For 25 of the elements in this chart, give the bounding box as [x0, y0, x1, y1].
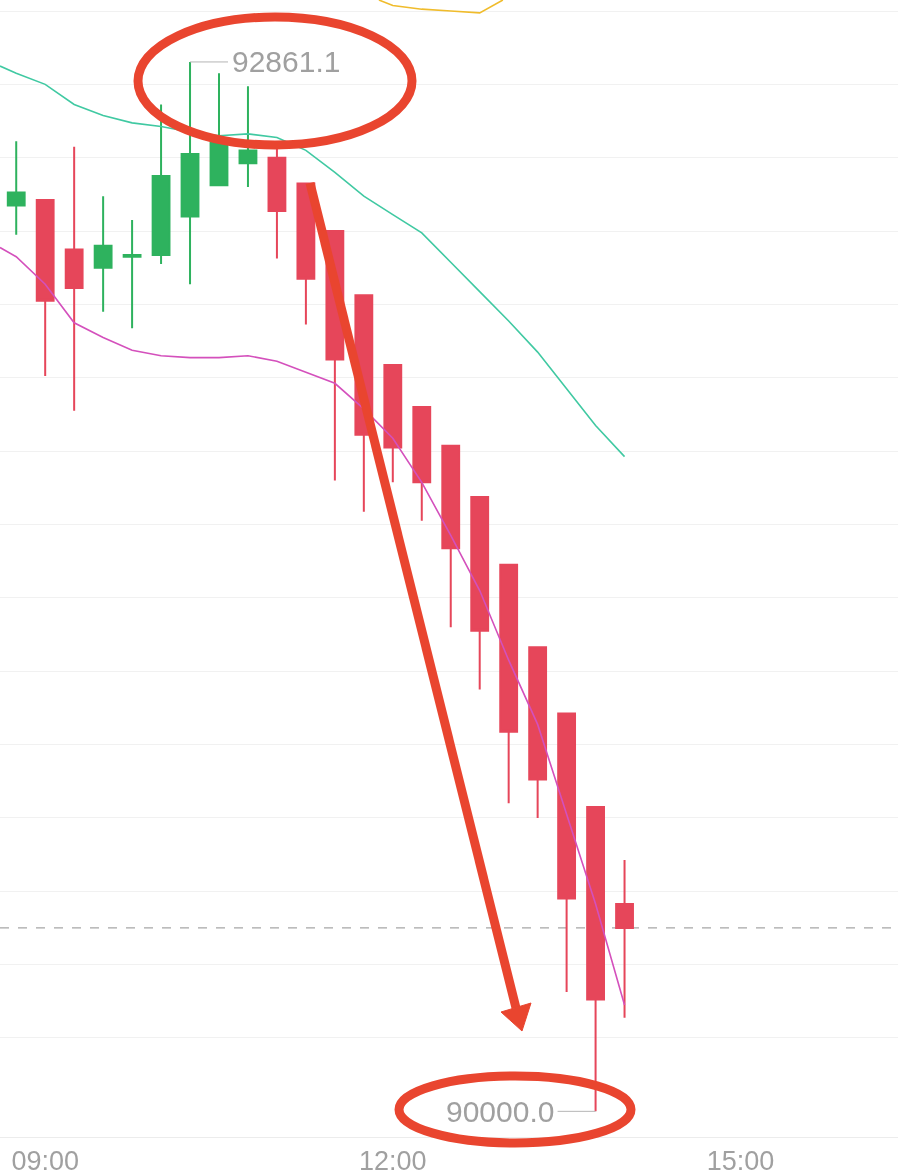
candlestick — [267, 147, 287, 260]
candlestick — [441, 444, 461, 629]
x-tick-label: 12:00 — [359, 1146, 427, 1172]
annotation: 90000.0 — [446, 1095, 555, 1128]
x-tick-label: 15:00 — [706, 1146, 775, 1172]
candlestick — [615, 859, 634, 1019]
candlestick — [238, 85, 258, 189]
candlestick — [35, 198, 55, 377]
x-tick-label: 09:00 — [11, 1146, 79, 1172]
candlestick — [151, 103, 171, 266]
candlestick — [499, 563, 519, 805]
candlestick — [528, 646, 548, 819]
candlestick — [412, 406, 432, 522]
candlestick — [586, 805, 605, 1113]
candlestick — [557, 712, 577, 994]
candlestick — [93, 195, 113, 313]
candlestick — [296, 182, 316, 326]
candlestick — [180, 60, 200, 286]
candlestick — [64, 145, 84, 412]
annotation: 92861.1 — [232, 45, 341, 78]
candlestick — [122, 219, 142, 330]
candlestick — [383, 363, 403, 484]
candlestick — [470, 495, 490, 691]
candlestick — [209, 72, 229, 187]
candlestick — [6, 140, 26, 236]
